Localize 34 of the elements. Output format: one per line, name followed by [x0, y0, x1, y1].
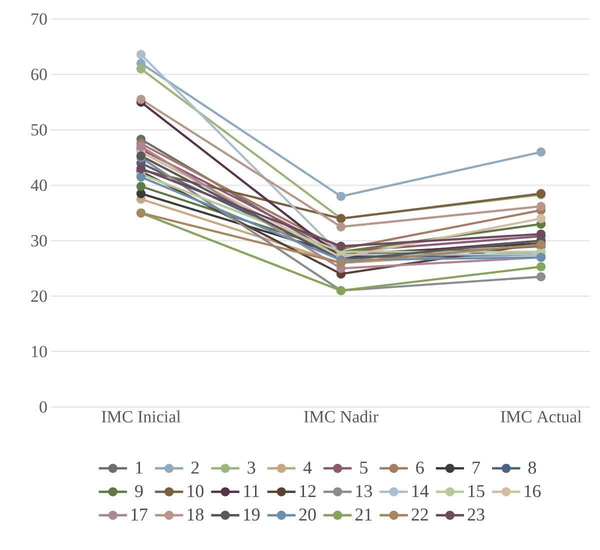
- legend-label: 10: [188, 485, 204, 498]
- legend-label: 18: [188, 508, 204, 521]
- legend-label: 3: [248, 462, 256, 474]
- legend-label: 17: [132, 508, 148, 520]
- y-tick-label: 40: [30, 180, 47, 192]
- legend-label: 13: [356, 485, 372, 498]
- x-tick-label: IMC Actual: [500, 410, 582, 422]
- legend-label: 7: [472, 462, 480, 474]
- legend-label: 6: [416, 462, 424, 474]
- x-tick-label: IMC Nadir: [304, 410, 378, 422]
- legend-label: 1: [136, 462, 142, 474]
- y-tick-label: 0: [40, 401, 47, 413]
- legend-label: 20: [299, 508, 316, 521]
- legend-label: 2: [191, 462, 199, 474]
- legend-label: 4: [303, 462, 312, 474]
- legend-label: 19: [244, 508, 260, 521]
- legend-label: 15: [468, 485, 484, 498]
- legend-label: 21: [355, 508, 372, 520]
- legend-label: 23: [468, 508, 484, 521]
- y-tick-label: 10: [32, 346, 47, 358]
- x-tick-label: IMC Inicial: [102, 410, 181, 422]
- y-tick-label: 20: [31, 290, 47, 302]
- legend-label: 9: [135, 485, 143, 498]
- legend-label: 11: [244, 485, 259, 497]
- y-tick-label: 70: [32, 13, 47, 25]
- legend-label: 12: [300, 485, 316, 498]
- legend-label: 22: [412, 508, 428, 520]
- y-tick-label: 50: [31, 124, 47, 136]
- y-tick-label: 30: [31, 234, 47, 246]
- y-tick-label: 60: [31, 68, 47, 80]
- legend-label: 5: [360, 462, 368, 474]
- legend-label: 14: [412, 485, 429, 497]
- legend-label: 16: [524, 485, 541, 498]
- legend-label: 8: [528, 462, 536, 474]
